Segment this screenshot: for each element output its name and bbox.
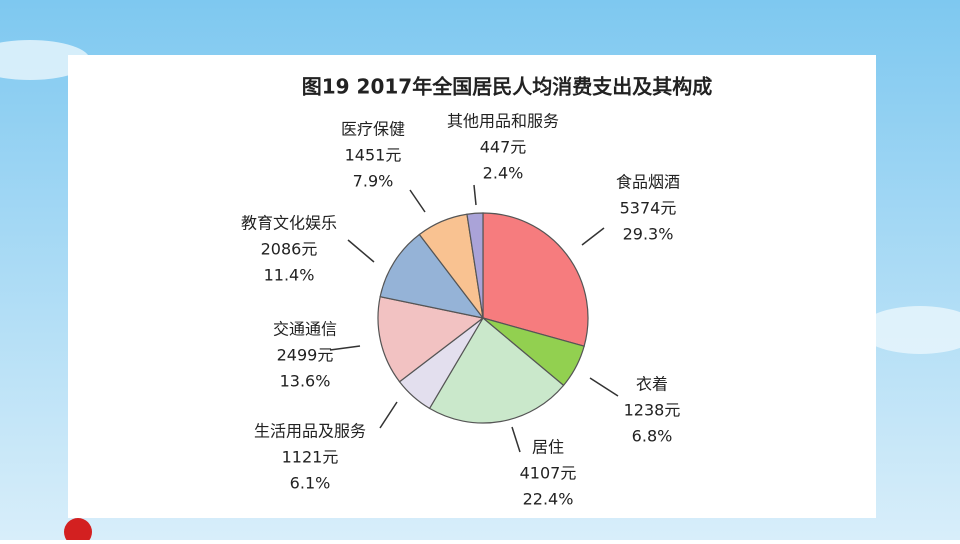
value-label: 2499元 [277, 346, 334, 365]
percent-label: 2.4% [483, 164, 524, 183]
slice-label: 衣着 [636, 375, 668, 394]
leader-line [329, 345, 361, 351]
percent-label: 29.3% [623, 225, 674, 244]
leader-line [379, 401, 398, 429]
leader-line [511, 426, 521, 453]
slice-label: 其他用品和服务 [447, 112, 559, 131]
percent-label: 6.1% [290, 474, 331, 493]
value-label: 5374元 [620, 199, 677, 218]
percent-label: 6.8% [632, 427, 673, 446]
value-label: 2086元 [261, 240, 318, 259]
leader-line [473, 184, 477, 206]
percent-label: 22.4% [523, 490, 574, 509]
cloud [860, 306, 960, 354]
slice-label: 食品烟酒 [616, 173, 680, 192]
slice-label: 教育文化娱乐 [241, 214, 337, 233]
cloud [0, 40, 90, 80]
slice-label: 生活用品及服务 [254, 422, 366, 441]
lamp-icon [64, 518, 92, 544]
percent-label: 13.6% [280, 372, 331, 391]
chart-title: 图19 2017年全国居民人均消费支出及其构成 [302, 75, 712, 99]
value-label: 4107元 [520, 464, 577, 483]
pie-slice [466, 212, 484, 319]
pie-slice [379, 233, 485, 319]
leader-line [589, 377, 619, 397]
leader-line [581, 227, 605, 246]
percent-label: 11.4% [264, 266, 315, 285]
value-label: 1451元 [345, 146, 402, 165]
percent-label: 7.9% [353, 172, 394, 191]
value-label: 1238元 [624, 401, 681, 420]
pie-slice [482, 212, 589, 347]
leader-line [409, 189, 426, 213]
slice-label: 交通通信 [273, 320, 337, 339]
leader-line [347, 239, 375, 263]
value-label: 447元 [480, 138, 527, 157]
slice-label: 医疗保健 [341, 120, 405, 139]
pie-slice [428, 317, 565, 424]
value-label: 1121元 [282, 448, 339, 467]
pie-slice [377, 295, 485, 383]
slice-label: 居住 [532, 438, 564, 457]
